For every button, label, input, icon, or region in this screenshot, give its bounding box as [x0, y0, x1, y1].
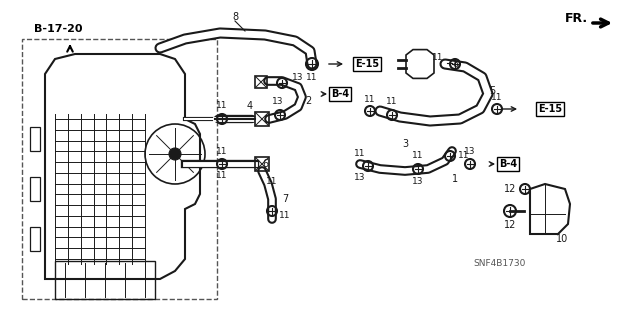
Text: B-17-20: B-17-20: [34, 24, 83, 34]
Text: FR.: FR.: [565, 12, 588, 26]
Text: 11: 11: [216, 147, 228, 157]
Text: B-4: B-4: [331, 89, 349, 99]
Text: 11: 11: [364, 94, 376, 103]
Text: 11: 11: [387, 98, 397, 107]
Bar: [255, 76, 267, 88]
Text: 8: 8: [232, 12, 238, 22]
Bar: [55, 261, 155, 299]
Text: E-15: E-15: [538, 104, 562, 114]
Text: 11: 11: [432, 54, 444, 63]
Text: 9: 9: [452, 62, 458, 72]
Text: 4: 4: [247, 101, 253, 111]
Text: 11: 11: [279, 211, 291, 220]
Bar: [255, 112, 269, 126]
Text: B-4: B-4: [499, 159, 517, 169]
Text: 11: 11: [307, 72, 317, 81]
Text: SNF4B1730: SNF4B1730: [474, 259, 526, 269]
Text: 13: 13: [464, 147, 476, 157]
Text: 11: 11: [216, 101, 228, 110]
Circle shape: [169, 148, 181, 160]
Text: 2: 2: [305, 96, 311, 106]
Text: 11: 11: [412, 152, 424, 160]
Text: 10: 10: [556, 234, 568, 244]
Text: 11: 11: [458, 152, 470, 160]
Text: 13: 13: [272, 97, 284, 106]
Text: 11: 11: [355, 149, 365, 158]
Text: 5: 5: [489, 86, 495, 96]
Bar: [22, 39, 217, 299]
Text: 11: 11: [492, 93, 503, 101]
Bar: [255, 157, 269, 171]
Text: 1: 1: [452, 174, 458, 184]
Text: 12: 12: [504, 184, 516, 194]
Text: 3: 3: [402, 139, 408, 149]
Text: 12: 12: [504, 220, 516, 230]
Text: 11: 11: [216, 172, 228, 181]
Text: 13: 13: [412, 177, 424, 187]
Text: 13: 13: [292, 72, 304, 81]
Text: 11: 11: [266, 177, 278, 187]
Text: 13: 13: [355, 173, 365, 182]
Text: 6: 6: [262, 159, 268, 169]
Text: 7: 7: [282, 194, 288, 204]
Text: E-15: E-15: [355, 59, 379, 69]
